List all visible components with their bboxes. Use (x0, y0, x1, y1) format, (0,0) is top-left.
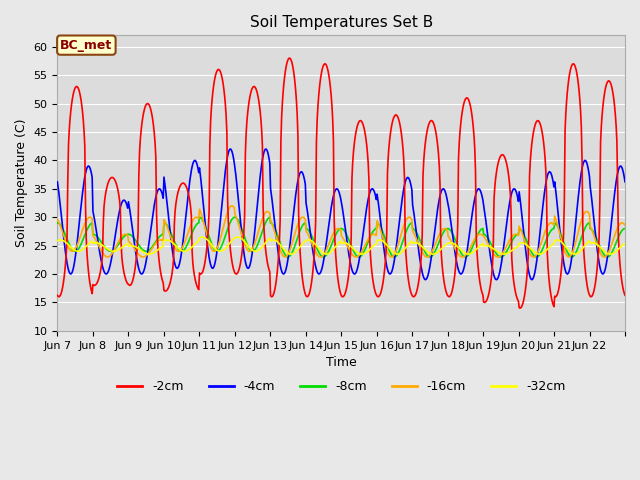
-8cm (621, 226, 629, 231)
Text: BC_met: BC_met (60, 38, 113, 52)
-16cm (433, 239, 440, 244)
-8cm (196, 214, 204, 220)
-32cm (275, 240, 282, 246)
-32cm (120, 243, 128, 249)
-32cm (225, 241, 233, 247)
-16cm (120, 232, 128, 238)
-2cm (621, 292, 629, 298)
-32cm (606, 251, 614, 257)
-32cm (401, 246, 408, 252)
-8cm (433, 246, 440, 252)
-2cm (274, 262, 282, 267)
-2cm (433, 132, 440, 138)
Line: -2cm: -2cm (58, 58, 625, 308)
-8cm (253, 243, 261, 249)
-4cm (120, 197, 128, 203)
-4cm (433, 216, 440, 222)
-32cm (253, 248, 261, 254)
-8cm (275, 236, 282, 241)
Legend: -2cm, -4cm, -8cm, -16cm, -32cm: -2cm, -4cm, -8cm, -16cm, -32cm (112, 375, 570, 398)
-2cm (253, 87, 260, 93)
-2cm (120, 270, 128, 276)
-2cm (516, 305, 524, 311)
Line: -8cm: -8cm (58, 217, 625, 257)
Line: -16cm: -16cm (58, 206, 625, 257)
-16cm (253, 233, 261, 239)
-8cm (225, 222, 233, 228)
-32cm (433, 250, 440, 256)
-4cm (253, 203, 261, 209)
-16cm (225, 207, 232, 213)
-4cm (401, 182, 408, 188)
-4cm (621, 179, 629, 185)
-8cm (604, 254, 611, 260)
-16cm (54, 216, 61, 222)
-2cm (54, 292, 61, 298)
-16cm (275, 243, 282, 249)
-4cm (275, 253, 282, 259)
Y-axis label: Soil Temperature (C): Soil Temperature (C) (15, 119, 28, 247)
-32cm (198, 234, 206, 240)
-16cm (600, 254, 608, 260)
-32cm (621, 240, 629, 246)
Title: Soil Temperatures Set B: Soil Temperatures Set B (250, 15, 433, 30)
-8cm (401, 233, 408, 239)
-2cm (225, 219, 232, 225)
-8cm (120, 234, 128, 240)
-2cm (401, 175, 408, 181)
-4cm (227, 146, 234, 152)
-4cm (528, 277, 536, 283)
-16cm (228, 203, 236, 209)
-4cm (225, 150, 232, 156)
-4cm (54, 179, 61, 185)
-2cm (286, 55, 294, 61)
Line: -32cm: -32cm (58, 237, 625, 254)
Line: -4cm: -4cm (58, 149, 625, 280)
X-axis label: Time: Time (326, 356, 356, 369)
-8cm (54, 220, 61, 226)
-32cm (54, 238, 61, 243)
-16cm (621, 222, 629, 228)
-16cm (401, 221, 408, 227)
